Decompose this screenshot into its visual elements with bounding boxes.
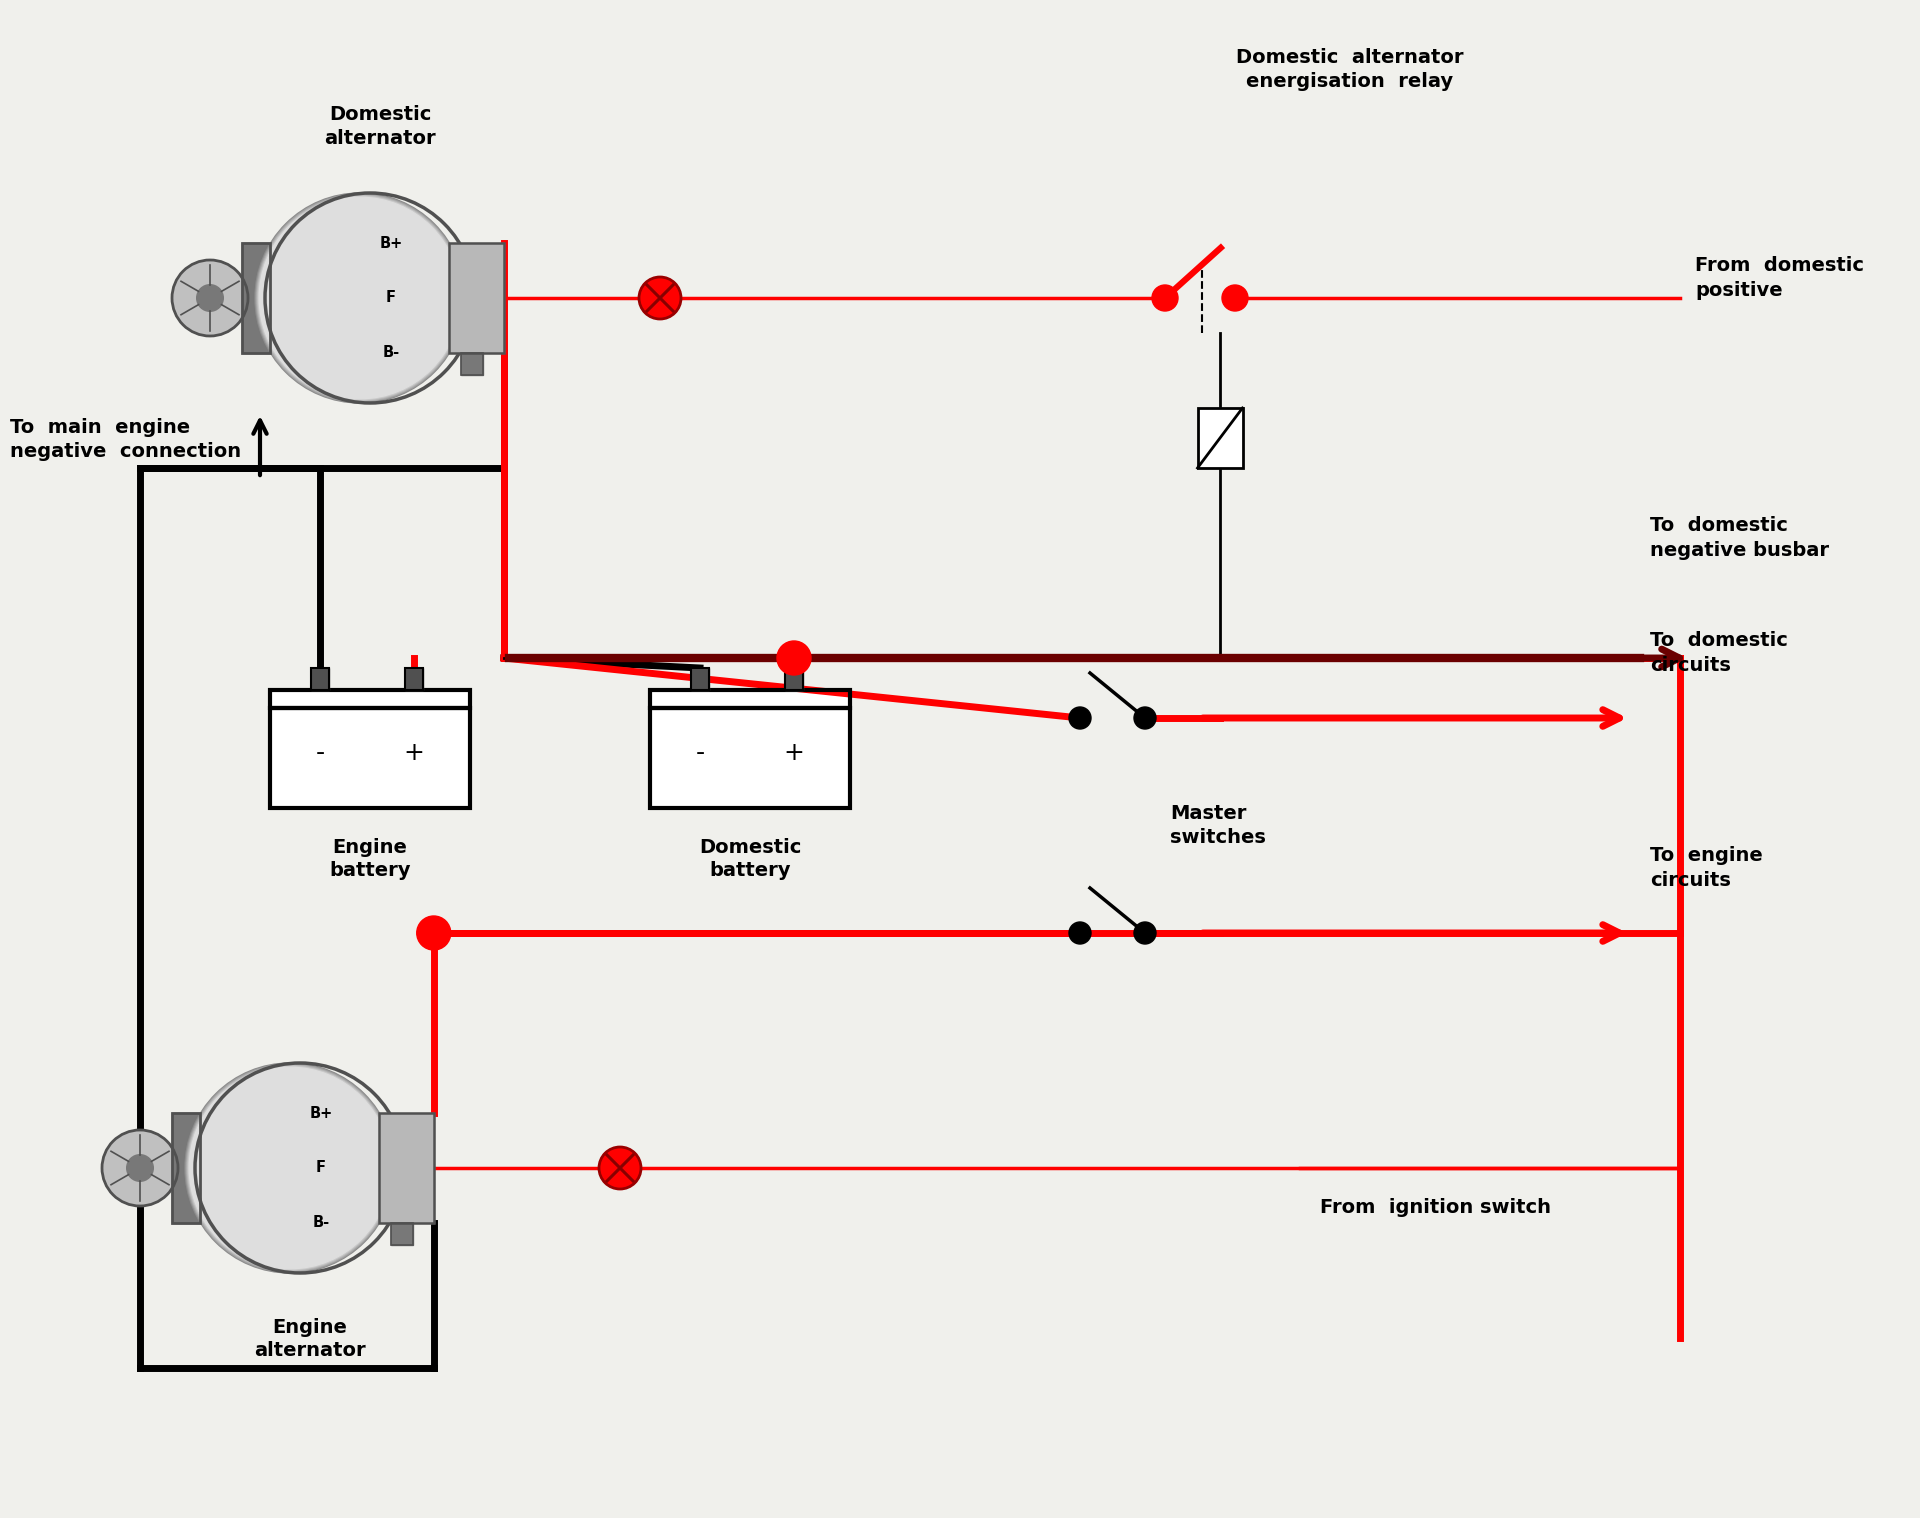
Bar [271,707,470,808]
Text: Domestic
alternator: Domestic alternator [324,105,436,147]
Circle shape [1221,285,1248,311]
Text: Domestic  alternator
energisation  relay: Domestic alternator energisation relay [1236,49,1463,91]
Bar [392,1224,413,1245]
Bar [271,707,470,808]
Text: To  domestic
circuits: To domestic circuits [1649,631,1788,674]
Circle shape [259,197,461,399]
Circle shape [196,285,223,311]
Text: To  engine
circuits: To engine circuits [1649,847,1763,890]
Text: From  ignition switch: From ignition switch [1321,1198,1551,1217]
Circle shape [1135,921,1156,944]
Text: F: F [386,290,396,305]
Circle shape [186,1064,394,1272]
Bar [1198,408,1242,468]
Circle shape [186,1066,394,1271]
Circle shape [102,1129,179,1205]
Circle shape [184,1063,396,1274]
Bar [405,668,422,691]
Text: To  domestic
negative busbar: To domestic negative busbar [1649,516,1830,560]
Bar [449,243,503,354]
Circle shape [417,915,451,950]
Text: +: + [783,741,804,765]
Bar [271,691,470,707]
Circle shape [173,260,248,335]
Bar [173,1113,200,1224]
Text: Engine
alternator: Engine alternator [253,1318,367,1360]
Bar [405,668,422,691]
Bar [461,354,482,375]
Text: +: + [403,741,424,765]
Bar [242,243,271,354]
Bar [1198,408,1242,468]
Bar [651,707,851,808]
Circle shape [1135,707,1156,729]
Circle shape [255,193,465,402]
Circle shape [639,276,682,319]
Bar [691,668,708,691]
Text: Master
switches: Master switches [1169,805,1265,847]
Bar [691,668,708,691]
Circle shape [255,194,465,402]
Bar [392,1224,413,1245]
Bar [311,668,328,691]
Bar [449,243,503,354]
Circle shape [599,1148,641,1189]
Text: Engine
battery: Engine battery [328,838,411,880]
Circle shape [257,196,463,401]
Text: -: - [315,741,324,765]
Text: Domestic
battery: Domestic battery [699,838,801,880]
Circle shape [1069,921,1091,944]
Circle shape [1152,285,1179,311]
Circle shape [127,1155,154,1181]
Text: B+: B+ [380,235,403,250]
Circle shape [188,1066,392,1271]
Bar [378,1113,434,1224]
Bar [461,354,482,375]
Circle shape [778,641,810,676]
Bar [311,668,328,691]
Text: B-: B- [313,1214,330,1230]
Bar [242,243,271,354]
Bar [378,1113,434,1224]
Text: B-: B- [382,345,399,360]
Text: From  domestic
positive: From domestic positive [1695,257,1864,299]
Bar [271,691,470,707]
Circle shape [1069,707,1091,729]
Bar [785,668,803,691]
Circle shape [257,196,463,399]
Bar [651,691,851,707]
Circle shape [190,1067,392,1269]
Text: B+: B+ [309,1107,332,1120]
Bar [785,668,803,691]
Text: F: F [317,1160,326,1175]
Text: -: - [695,741,705,765]
Bar [173,1113,200,1224]
Text: To  main  engine
negative  connection: To main engine negative connection [10,417,242,461]
Bar [651,691,851,707]
Bar [651,707,851,808]
